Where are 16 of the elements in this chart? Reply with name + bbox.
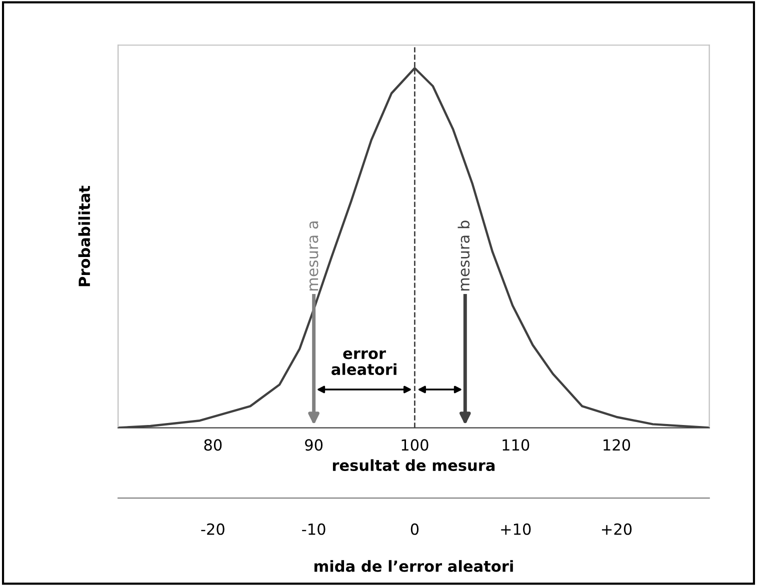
ref-line-label: mesura b [458, 220, 470, 291]
x2-tick-label: -10 [302, 523, 326, 535]
x2-tick-label: -20 [201, 523, 224, 535]
x2-tick-label: 0 [410, 523, 419, 535]
y-axis-title: Probabilitat [78, 186, 90, 286]
x-tick-label: 90 [305, 439, 323, 451]
annotation: error aleatori [332, 350, 396, 376]
x-tick-label: 100 [402, 439, 428, 451]
x-tick-label: 120 [604, 439, 630, 451]
x2-tick-label: +20 [602, 523, 632, 535]
ref-line-label: mesura a [309, 222, 318, 291]
x-tick-label: 110 [502, 439, 530, 451]
x2-axis-title: mida de l’error aleatori [314, 560, 513, 572]
x-axis-title: resultat de mesura [332, 459, 495, 472]
x2-tick-label: +10 [501, 523, 531, 535]
x-tick-label: 80 [204, 439, 222, 451]
